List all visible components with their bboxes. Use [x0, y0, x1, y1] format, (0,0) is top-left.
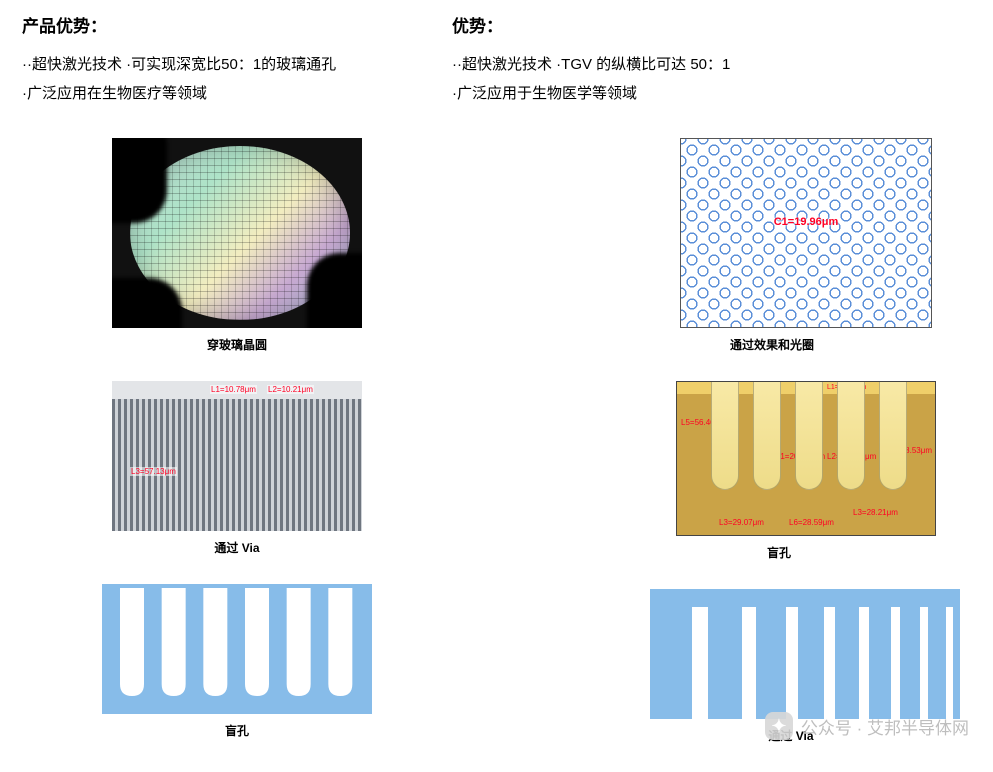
right-bullet-2: ·广泛应用于生物医学等领域: [452, 80, 972, 109]
right-bullets: ··超快激光技术 ·TGV 的纵横比可达 50：1 ·广泛应用于生物医学等领域: [452, 51, 972, 108]
right-bullet-1: ··超快激光技术 ·TGV 的纵横比可达 50：1: [452, 51, 972, 80]
via-groove: [711, 382, 739, 490]
anno-bot3: L3=28.21μm: [853, 508, 898, 517]
stripe-micrograph: L1=10.78μm L2=10.21μm L3=57.13μm: [112, 381, 362, 531]
via-bar: [756, 607, 786, 719]
right-fig-1-caption: 通过效果和光圈: [730, 336, 814, 353]
right-column: 优势： ··超快激光技术 ·TGV 的纵横比可达 50：1 ·广泛应用于生物医学…: [452, 12, 972, 772]
circle-measure: C1=19.96μm: [774, 216, 839, 228]
left-bullet-1: ··超快激光技术 ·可实现深宽比50：1的玻璃通孔: [22, 51, 452, 80]
anno-bot1: L3=29.07μm: [719, 518, 764, 527]
circle-array-image: C1=19.96μm: [680, 138, 932, 328]
right-fig-2-caption: 盲孔: [767, 544, 791, 561]
through-via-diagram-right: [650, 589, 960, 719]
right-title: 优势：: [452, 12, 972, 37]
via-bar: [900, 607, 920, 719]
left-title: 产品优势：: [22, 12, 452, 37]
right-fig-3-caption: 通过 Via: [768, 727, 813, 744]
left-fig-3-caption: 盲孔: [225, 722, 249, 739]
wafer-finger: [307, 253, 362, 328]
right-fig-2: L1=52.28μm L5=56.46μm L4=148.53μm P1=206…: [452, 381, 972, 561]
right-fig-3: 通过 Via: [452, 589, 972, 744]
wafer-finger: [112, 138, 167, 223]
anno-L3: L3=57.13μm: [130, 467, 177, 476]
left-fig-1-caption: 穿玻璃晶圆: [207, 336, 267, 353]
via-groove: [837, 382, 865, 490]
blind-via-diagram-left: [102, 584, 372, 714]
left-column: 产品优势： ··超快激光技术 ·可实现深宽比50：1的玻璃通孔 ·广泛应用在生物…: [22, 12, 452, 767]
via-bar: [869, 607, 891, 719]
via-groove: [753, 382, 781, 490]
anno-L1: L1=10.78μm: [210, 385, 257, 394]
via-bar: [953, 607, 960, 719]
via-groove: [795, 382, 823, 490]
comb-shape: [102, 584, 372, 714]
left-bullet-2: ·广泛应用在生物医疗等领域: [22, 80, 452, 109]
via-bar: [835, 607, 859, 719]
right-fig-1: C1=19.96μm 通过效果和光圈: [452, 138, 972, 353]
wafer-photo: [112, 138, 362, 328]
anno-bot2: L6=28.59μm: [789, 518, 834, 527]
via-groove: [879, 382, 907, 490]
left-fig-2: L1=10.78μm L2=10.21μm L3=57.13μm 通过 Via: [22, 381, 452, 556]
anno-L2: L2=10.21μm: [267, 385, 314, 394]
top-band: [650, 589, 960, 607]
via-bar: [928, 607, 946, 719]
left-bullets: ··超快激光技术 ·可实现深宽比50：1的玻璃通孔 ·广泛应用在生物医疗等领域: [22, 51, 452, 108]
left-fig-2-caption: 通过 Via: [214, 539, 259, 556]
left-fig-1: 穿玻璃晶圆: [22, 138, 452, 353]
via-bar: [708, 607, 742, 719]
via-bar: [798, 607, 824, 719]
left-fig-3: 盲孔: [22, 584, 452, 739]
via-bar: [650, 607, 692, 719]
blind-via-micrograph: L1=52.28μm L5=56.46μm L4=148.53μm P1=206…: [676, 381, 936, 536]
